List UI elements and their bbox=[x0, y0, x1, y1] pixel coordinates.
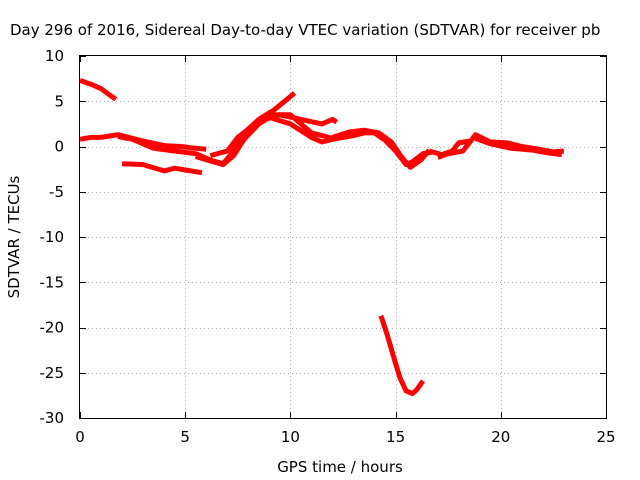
chart-title: Day 296 of 2016, Sidereal Day-to-day VTE… bbox=[10, 21, 600, 39]
series-arc-4 bbox=[121, 161, 203, 176]
series-arc-3 bbox=[117, 91, 297, 167]
series-arc-7 bbox=[268, 115, 434, 168]
y-tick-label: -30 bbox=[40, 409, 65, 427]
tick-labels: 0 5 10 15 20 25 -30 -25 -20 -15 -10 -5 0 5 10 bbox=[40, 47, 616, 446]
x-axis-label: GPS time / hours bbox=[277, 458, 403, 476]
series-arc-1 bbox=[79, 78, 118, 102]
x-tick-label: 20 bbox=[491, 428, 510, 446]
series-arc-8 bbox=[331, 127, 432, 170]
axis-ticks bbox=[80, 56, 607, 419]
gridlines bbox=[80, 56, 606, 418]
series-arc-6 bbox=[209, 112, 339, 159]
x-tick-label: 0 bbox=[75, 428, 85, 446]
x-tick-label: 5 bbox=[180, 428, 190, 446]
y-tick-label: -5 bbox=[49, 183, 64, 201]
series-arc-12 bbox=[378, 314, 426, 397]
y-tick-label: -10 bbox=[40, 228, 65, 246]
x-tick-label: 25 bbox=[596, 428, 615, 446]
data-series bbox=[79, 78, 565, 397]
plot-frame bbox=[79, 55, 607, 419]
x-tick-label: 15 bbox=[386, 428, 405, 446]
y-tick-label: 0 bbox=[54, 138, 64, 156]
y-tick-label: -25 bbox=[40, 364, 65, 382]
series-arc-11 bbox=[474, 136, 563, 158]
y-tick-label: 10 bbox=[45, 47, 64, 65]
y-tick-label: -20 bbox=[40, 319, 65, 337]
x-tick-label: 10 bbox=[281, 428, 300, 446]
y-tick-label: 5 bbox=[54, 92, 64, 110]
y-tick-label: -15 bbox=[40, 273, 65, 291]
y-axis-label: SDTVAR / TECUs bbox=[5, 175, 23, 298]
